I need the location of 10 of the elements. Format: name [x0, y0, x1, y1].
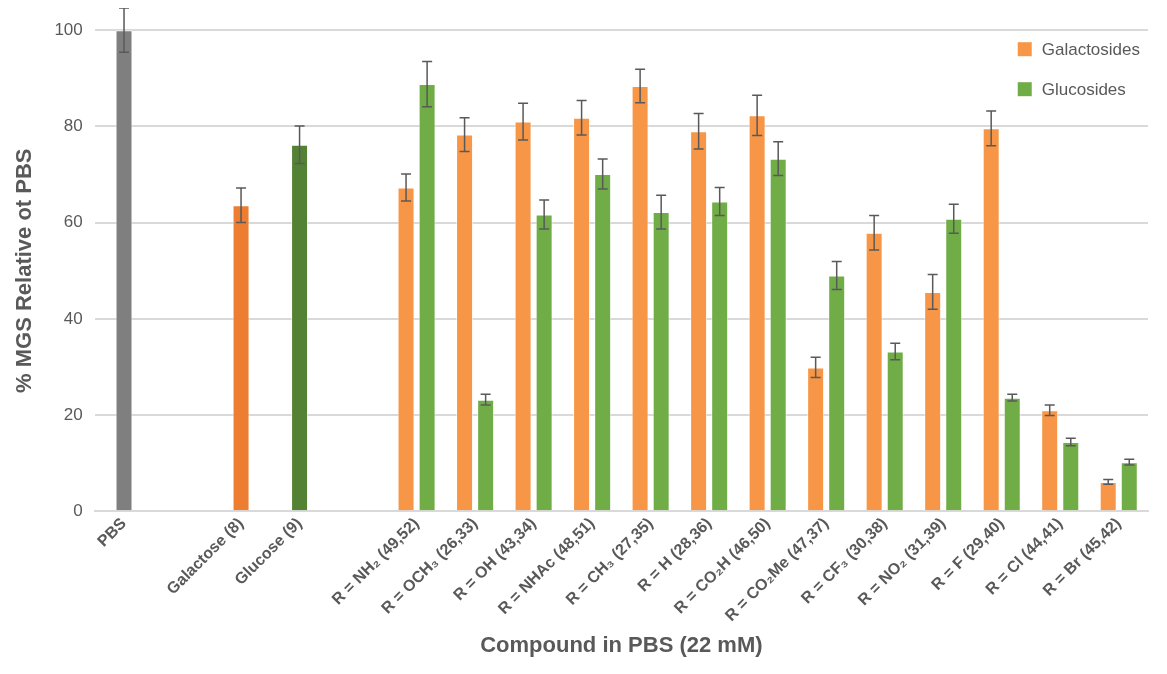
- legend-label: Glucosides: [1041, 79, 1126, 99]
- legend-label: Galactosides: [1041, 39, 1141, 59]
- y-axis-title: % MGS Relative ot PBS: [11, 148, 37, 393]
- y-tick-label: 100: [54, 19, 83, 39]
- x-axis-title: Compound in PBS (22 mM): [480, 631, 763, 657]
- y-tick-label: 20: [63, 404, 83, 424]
- y-tick-label: 80: [63, 116, 83, 136]
- y-tick-label: 60: [63, 212, 83, 232]
- y-tick-label: 40: [63, 308, 83, 328]
- y-tick-label: 0: [73, 500, 83, 520]
